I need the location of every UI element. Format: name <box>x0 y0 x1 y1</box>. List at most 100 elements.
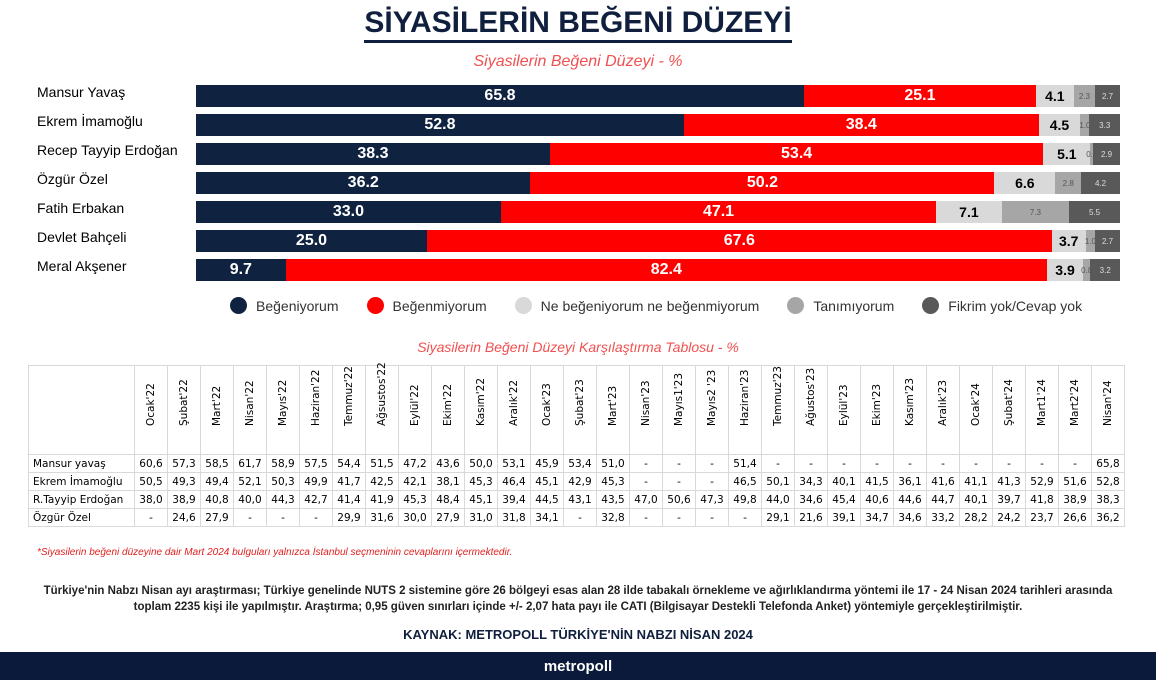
table-cell: 44,3 <box>266 490 300 509</box>
table-cell: 45,1 <box>530 472 564 491</box>
table-cell: 28,2 <box>959 508 993 527</box>
table-cell: 31,0 <box>464 508 498 527</box>
data-label: 2.9 <box>1101 149 1113 159</box>
table-cell: 40,8 <box>200 490 234 509</box>
data-label: 4.2 <box>1094 178 1107 188</box>
table-row: Mansur yavaş 60,6 57,3 58,5 61,7 58,9 57,5 54,4… <box>28 454 1125 473</box>
table-cell: 26,6 <box>1058 508 1092 527</box>
bar-segment: 3.3 <box>1089 114 1120 136</box>
stacked-bar: 65.8 25.1 4.1 2.3 2.7 <box>196 85 1120 107</box>
column-header: Ağsustos'22 <box>365 362 399 455</box>
bar-segment: 4.1 <box>1035 85 1074 107</box>
legend-label: Tanımıyorum <box>813 297 895 314</box>
bar-segment: 6.6 <box>994 172 1056 194</box>
legend-item: Ne beğeniyorum ne beğenmiyorum <box>514 297 759 314</box>
column-header-label: Mart'23 <box>607 385 619 426</box>
table-cell: 52,1 <box>233 472 267 491</box>
column-header: Mayıs1'23 <box>662 365 696 455</box>
table-cell: 38,0 <box>134 490 168 509</box>
column-header-label: Nisan'22 <box>244 380 256 426</box>
column-header: Ocak'22 <box>134 365 168 455</box>
column-header-label: Aralık'22 <box>508 379 520 426</box>
column-header: Ekim'22 <box>431 365 465 455</box>
bar-segment: 38.4 <box>683 114 1039 136</box>
table-cell: - <box>1025 454 1059 473</box>
table-cell: 34,6 <box>893 508 927 527</box>
stacked-bar: 9.7 82.4 3.9 0.8 3.2 <box>196 259 1120 281</box>
column-header-label: Mart1'24 <box>1036 379 1048 426</box>
column-header-label: Aralık'23 <box>937 379 949 426</box>
table-title: Siyasilerin Beğeni Düzeyi Karşılaştırma … <box>417 339 739 355</box>
data-label: 2.7 <box>1101 236 1114 246</box>
data-label: 1.0 <box>1084 236 1096 246</box>
table-cell: 58,9 <box>266 454 300 473</box>
data-label: 38.4 <box>845 116 877 133</box>
table-cell: 21,6 <box>794 508 828 527</box>
bar-label: Recep Tayyip Erdoğan <box>37 142 178 158</box>
table-cell: 39,7 <box>992 490 1026 509</box>
column-header-label: Ocak'22 <box>145 383 157 426</box>
table-cell: - <box>233 508 267 527</box>
data-label: 33.0 <box>332 203 365 220</box>
table-row: Ekrem İmamoğlu 50,5 49,3 49,4 52,1 50,3 49,9 41… <box>28 472 1125 491</box>
column-header-label: Nisan'24 <box>1102 380 1114 426</box>
data-label: 38.3 <box>357 145 389 162</box>
table-cell: 38,3 <box>1091 490 1125 509</box>
data-label: 67.6 <box>723 232 755 249</box>
column-header: Mart1'24 <box>1025 365 1059 455</box>
column-header-label: Ağsustos'22 <box>376 362 388 426</box>
legend-item: Fikrim yok/Cevap yok <box>922 297 1082 314</box>
data-label: 0.8 <box>1081 265 1093 275</box>
column-header: Haziran'22 <box>299 365 333 455</box>
column-header: Kasım'22 <box>464 365 498 455</box>
table-cell: 36,2 <box>1091 508 1125 527</box>
legend-marker <box>230 297 247 314</box>
table-cell: - <box>629 454 663 473</box>
column-header: Haziran'23 <box>728 365 762 455</box>
table-cell: - <box>761 454 795 473</box>
column-header: Şubat'22 <box>167 365 201 455</box>
column-header: Aralık'22 <box>497 365 531 455</box>
footnote: *Siyasilerin beğeni düzeyine dair Mart 2… <box>37 547 513 558</box>
data-label: 25.1 <box>904 87 936 104</box>
column-header: Şubat'23 <box>563 365 597 455</box>
table-cell: - <box>563 508 597 527</box>
column-header: Şubat'24 <box>992 365 1026 455</box>
column-header: Ağustos'23 <box>794 365 828 455</box>
bar-segment: 5.5 <box>1069 201 1120 223</box>
data-label: 7.1 <box>959 204 979 220</box>
table-cell: 31,6 <box>365 508 399 527</box>
table-cell: 24,6 <box>167 508 201 527</box>
table-cell: 47,0 <box>629 490 663 509</box>
table-cell: 38,9 <box>1058 490 1092 509</box>
table-cell: 61,7 <box>233 454 267 473</box>
table-cell: 49,8 <box>728 490 762 509</box>
bar-segment: 1.0 <box>1079 114 1090 136</box>
bar-segment: 82.4 <box>285 259 1047 281</box>
data-label: 4.1 <box>1045 88 1065 104</box>
legend-label: Fikrim yok/Cevap yok <box>948 297 1083 314</box>
data-label: 0.3 <box>1086 149 1098 159</box>
data-label: 2.3 <box>1078 91 1090 101</box>
bar-segment: 33.0 <box>196 201 501 223</box>
column-header: Eylül'23 <box>827 365 861 455</box>
bar-label: Özgür Özel <box>37 171 108 187</box>
table-cell: 40,6 <box>860 490 894 509</box>
bar-segment: 50.2 <box>530 172 995 194</box>
table-cell: 47,3 <box>695 490 729 509</box>
stacked-bar: 25.0 67.6 3.7 1.0 2.7 <box>196 230 1120 252</box>
table-cell: 41,5 <box>860 472 894 491</box>
bar-segment: 2.3 <box>1073 85 1096 107</box>
column-header-label: Mart2'24 <box>1069 379 1081 426</box>
table-cell: 34,1 <box>530 508 564 527</box>
data-label: 3.9 <box>1055 262 1075 278</box>
table-cell: 41,1 <box>959 472 993 491</box>
table-cell: 52,9 <box>1025 472 1059 491</box>
column-header-label: Haziran'22 <box>310 369 322 426</box>
table-cell: 41,3 <box>992 472 1026 491</box>
legend-marker <box>366 297 384 314</box>
column-header: Mayıs2 '23 <box>695 365 729 455</box>
bar-segment: 53.4 <box>549 143 1044 165</box>
table-cell: - <box>629 508 663 527</box>
